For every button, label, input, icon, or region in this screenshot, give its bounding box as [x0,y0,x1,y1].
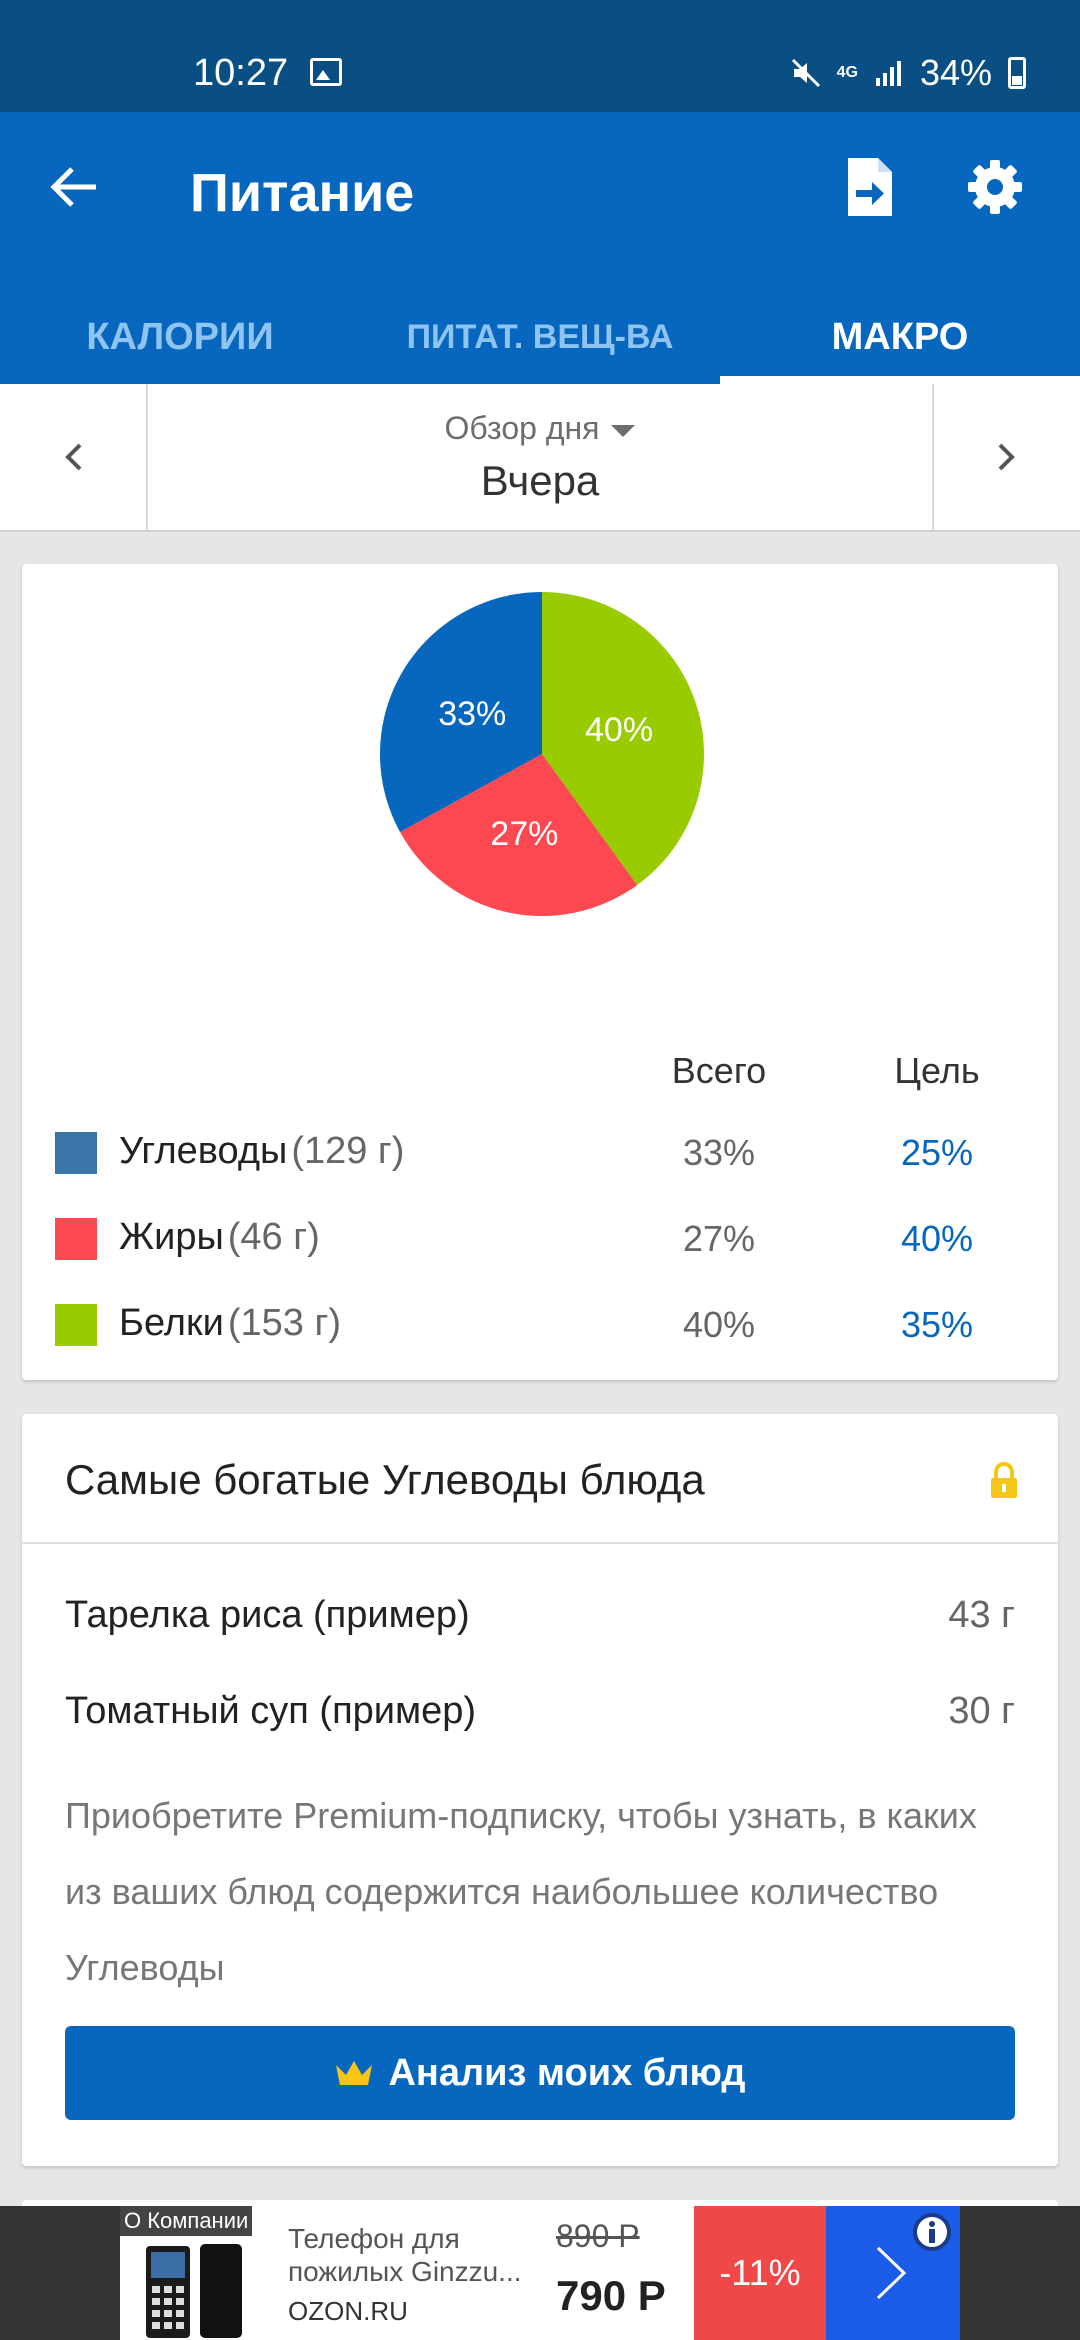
analyze-button-label: Анализ моих блюд [388,2051,746,2094]
food-amount: 43 г [948,1594,1015,1636]
foods-title: Самые богатые Углеводы блюда [65,1456,705,1503]
next-day-button[interactable] [932,384,1080,530]
food-name: Тарелка риса (пример) [65,1594,470,1636]
premium-promo-text: Приобретите Premium-подписку, чтобы узна… [65,1795,977,1988]
macro-summary-card: 40% 27% 33% Всего Цель Углеводы (129 г) 33%… [22,564,1058,1380]
macro-label: Углеводы [119,1130,288,1172]
pie-slice-fat [400,754,638,916]
pie-slice-carbs [379,592,542,833]
analyze-meals-button[interactable]: Анализ моих блюд [65,2026,1015,2120]
macro-goal[interactable]: 35% [900,1304,974,1345]
signal-icon [875,61,901,86]
date-selector[interactable]: Обзор дня Вчера [150,384,930,530]
mute-icon [791,58,820,88]
crown-icon [336,2061,373,2085]
tab-macros[interactable]: МАКРО [720,290,1080,384]
food-amount: 30 г [948,1690,1015,1732]
date-mode-dropdown[interactable]: Обзор дня [150,410,930,447]
previous-day-button[interactable] [0,384,148,530]
tab-bar: КАЛОРИИ ПИТАТ. ВЕЩ-ВА МАКРО [0,290,1080,384]
header-total: Всего [671,1050,767,1091]
macro-row-fat: Жиры (46 г) 27% 40% [22,1210,1058,1270]
battery-icon [1008,57,1026,89]
date-mode-label: Обзор дня [444,410,600,446]
back-arrow-icon[interactable] [40,152,110,222]
tab-calories[interactable]: КАЛОРИИ [86,316,274,358]
macro-row-carbs: Углеводы (129 г) 33% 25% [22,1124,1058,1184]
macro-total: 40% [682,1304,756,1345]
macro-row-protein: Белки (153 г) 40% 35% [22,1296,1058,1356]
status-bar: 10:27 4G 34% [0,0,1080,112]
protein-color-swatch [55,1304,97,1346]
macro-label: Жиры [119,1216,224,1258]
top-foods-card: Самые богатые Углеводы блюда Тарелка рис… [22,1414,1058,2166]
chevron-left-icon [65,443,82,471]
header-goal: Цель [894,1050,980,1091]
pie-label-protein: 40% [585,711,653,749]
ad-old-price: 890 Р [556,2218,640,2254]
dropdown-arrow-icon [611,424,636,437]
lock-icon [991,1462,1017,1498]
food-item: Тарелка риса (пример) 43 г [65,1594,1015,1654]
ad-company-link[interactable]: О Компании [120,2206,253,2236]
food-item: Томатный суп (пример) 30 г [65,1690,1015,1750]
macro-goal[interactable]: 40% [900,1218,974,1259]
carbs-color-swatch [55,1132,97,1174]
macro-grams: (129 г) [291,1130,405,1172]
ad-bar: О Компании Телефон для пожилых Ginzzu...… [0,2206,1080,2340]
tab-nutrients[interactable]: ПИТАТ. ВЕЩ-ВА [406,318,674,356]
macro-total: 27% [682,1218,756,1259]
pie-label-carbs: 33% [438,695,506,733]
macro-grams: (153 г) [227,1302,341,1344]
chevron-right-icon [998,443,1015,471]
macro-name: Жиры (46 г) [119,1216,320,1259]
fat-color-swatch [55,1218,97,1260]
export-file-icon[interactable] [840,152,900,222]
settings-gear-icon[interactable] [960,152,1030,222]
page-title: Питание [190,163,415,223]
phone-product-image [146,2244,242,2338]
ad-title: Телефон для пожилых Ginzzu... [288,2223,522,2287]
ad-banner[interactable]: О Компании Телефон для пожилых Ginzzu...… [120,2206,960,2340]
battery-percent: 34% [919,52,992,93]
date-value: Вчера [480,457,600,504]
macro-total: 33% [682,1132,756,1173]
status-time: 10:27 [193,52,289,94]
ad-price: 790 Р [556,2272,666,2319]
ad-discount-badge: -11% [694,2206,826,2340]
pie-label-fat: 27% [490,815,558,853]
macro-name: Углеводы (129 г) [119,1130,404,1173]
macro-pie-chart: 40% 27% 33% [379,592,704,916]
status-indicators: 4G 34% [791,52,1026,94]
image-notification-icon [310,58,342,86]
network-type-icon: 4G [836,64,858,81]
app-bar: Питание КАЛОРИИ ПИТАТ. ВЕЩ-ВА МАКРО [0,112,1080,384]
macro-name: Белки (153 г) [119,1302,341,1345]
food-name: Томатный суп (пример) [65,1690,477,1732]
macro-grams: (46 г) [227,1216,320,1258]
macro-goal[interactable]: 25% [900,1132,974,1173]
macro-label: Белки [119,1302,224,1344]
info-icon[interactable] [912,2212,952,2252]
chevron-right-icon [876,2246,907,2300]
ad-source: OZON.RU [288,2296,408,2326]
divider [22,1542,1058,1544]
pie-slice-protein [542,592,704,886]
date-navigator: Обзор дня Вчера [0,384,1080,532]
